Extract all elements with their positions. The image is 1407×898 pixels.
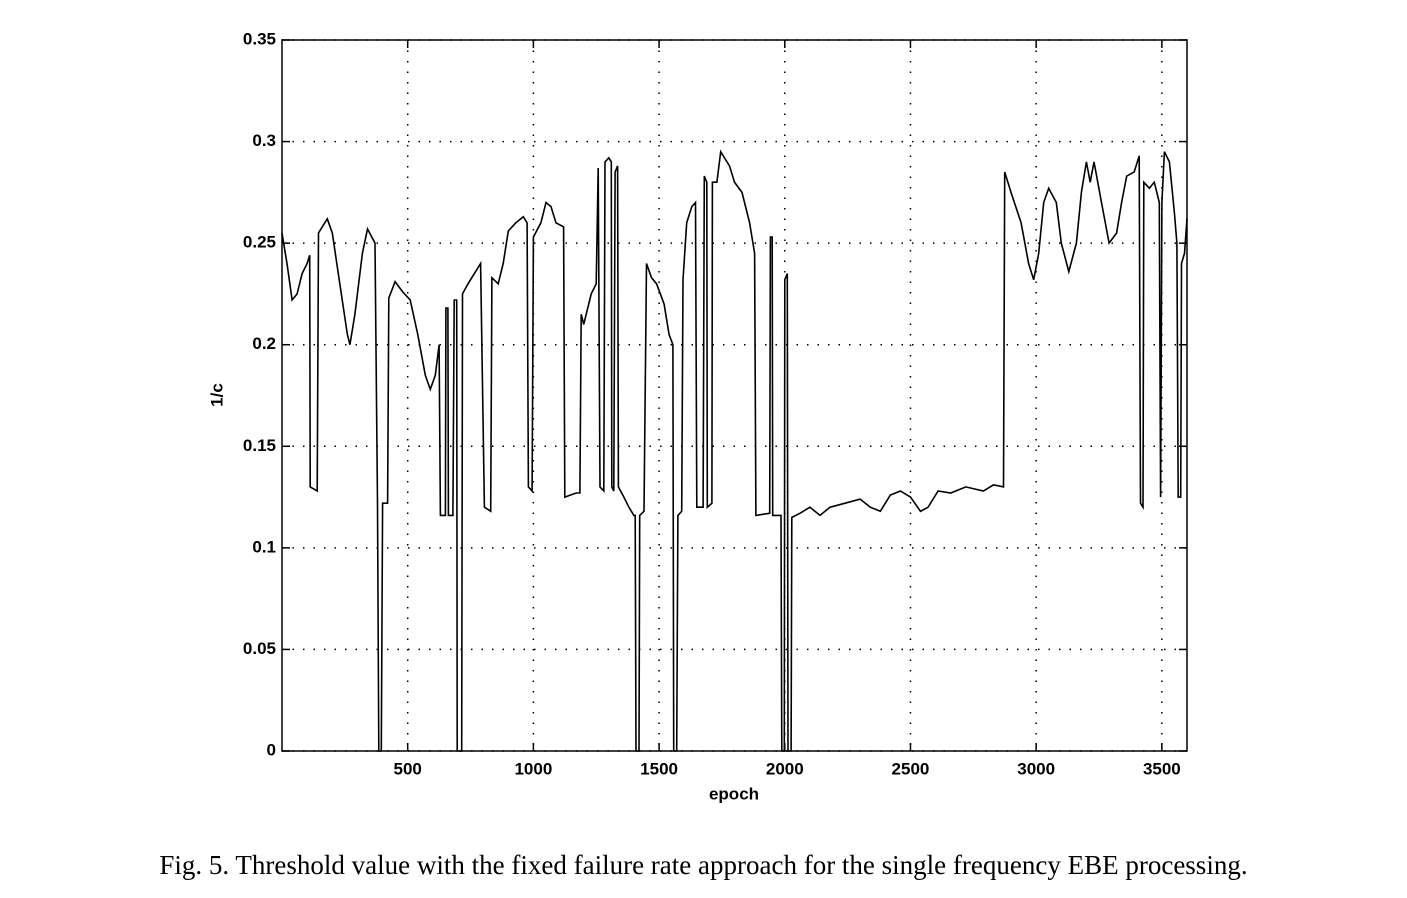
x-tick-label: 1500 — [640, 759, 678, 778]
y-tick-label: 0 — [267, 740, 276, 759]
y-tick-label: 0.3 — [252, 131, 276, 150]
caption: Fig. 5. Threshold value with the fixed f… — [159, 850, 1248, 880]
y-tick-label: 0.05 — [243, 639, 276, 658]
x-tick-label: 3500 — [1143, 759, 1181, 778]
y-tick-label: 0.2 — [252, 334, 276, 353]
y-tick-label: 0.35 — [243, 29, 276, 48]
y-tick-label: 0.1 — [252, 537, 276, 556]
x-tick-label: 1000 — [514, 759, 552, 778]
x-tick-label: 2500 — [892, 759, 930, 778]
chart: epoch 1/c 0 0.05 0.1 0.15 0.2 0.25 0.3 0.35 500 1… — [207, 29, 1188, 803]
y-tick-label: 0.25 — [243, 233, 276, 252]
x-tick-label: 500 — [394, 759, 422, 778]
y-tick-label: 0.15 — [243, 436, 276, 455]
x-tick-label: 2000 — [766, 759, 804, 778]
y-axis-label: 1/c — [207, 383, 226, 407]
plot-frame — [281, 39, 1188, 752]
data-line — [281, 149, 1188, 752]
x-tick-label: 3000 — [1017, 759, 1055, 778]
x-axis-label: epoch — [709, 784, 759, 803]
